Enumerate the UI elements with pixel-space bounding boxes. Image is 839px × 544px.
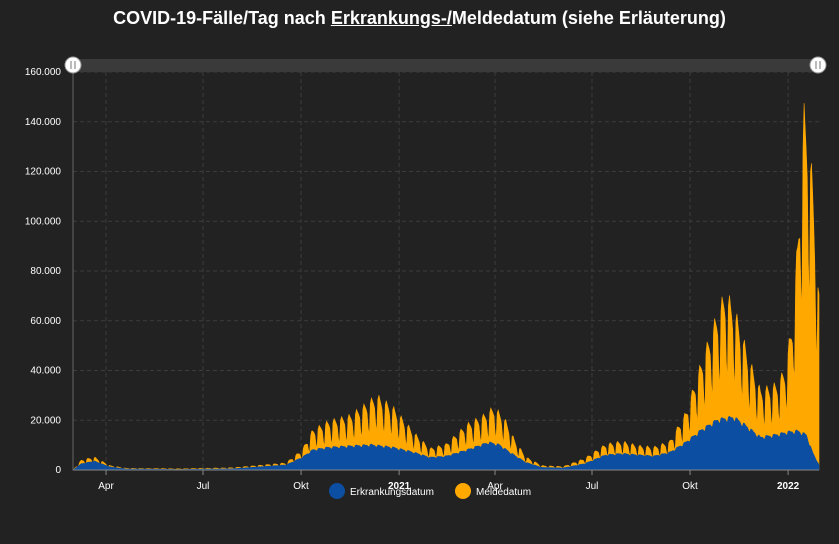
x-tick-label: 2021 (388, 481, 411, 492)
legend-item-erkrankungsdatum[interactable]: Erkrankungsdatum (329, 483, 434, 499)
y-axis-ticks: 0 20.000 40.000 60.000 80.000 100.000 120.000 1… (25, 67, 62, 476)
range-handle-right[interactable] (809, 56, 827, 74)
legend-item-meldedatum[interactable]: Meldedatum (455, 483, 531, 499)
area-series-meldedatum[interactable] (72, 103, 820, 471)
chart-title: COVID-19-Fälle/Tag nach Erkrankungs-/Mel… (0, 8, 839, 29)
y-tick-label: 20.000 (30, 415, 61, 426)
range-handle-left[interactable] (64, 56, 82, 74)
y-tick-label: 40.000 (30, 366, 61, 377)
y-tick-label: 80.000 (30, 266, 61, 277)
title-part-3: Meldedatum (siehe Erläuterung) (451, 8, 726, 28)
legend-label: Erkrankungsdatum (350, 487, 434, 498)
y-tick-label: 0 (55, 465, 61, 476)
x-tick-label: Jul (586, 481, 599, 492)
x-axis-ticks: Apr Jul Okt 2021 Apr Jul Okt 2022 (98, 470, 800, 492)
x-tick-label: Okt (293, 481, 309, 492)
legend-marker (329, 483, 345, 499)
plot-area (72, 103, 820, 471)
legend-label: Meldedatum (476, 487, 531, 498)
legend-marker (455, 483, 471, 499)
legend: Erkrankungsdatum Meldedatum (329, 483, 531, 499)
title-link-erkrankungs[interactable]: Erkrankungs-/ (330, 8, 452, 28)
y-tick-label: 140.000 (25, 117, 62, 128)
area-series-erkrankungsdatum[interactable] (72, 416, 820, 471)
title-part-1: COVID-19-Fälle/Tag nach (113, 8, 331, 28)
y-tick-label: 120.000 (25, 167, 62, 178)
x-tick-label: Okt (682, 481, 698, 492)
y-tick-label: 100.000 (25, 216, 62, 227)
y-tick-label: 60.000 (30, 316, 61, 327)
x-tick-label: Apr (98, 481, 114, 492)
range-navigator-bar[interactable] (73, 59, 819, 72)
x-tick-label: Apr (487, 481, 503, 492)
gridlines (73, 71, 819, 470)
x-tick-label: Jul (197, 481, 210, 492)
x-tick-label: 2022 (777, 481, 800, 492)
y-tick-label: 160.000 (25, 67, 62, 78)
